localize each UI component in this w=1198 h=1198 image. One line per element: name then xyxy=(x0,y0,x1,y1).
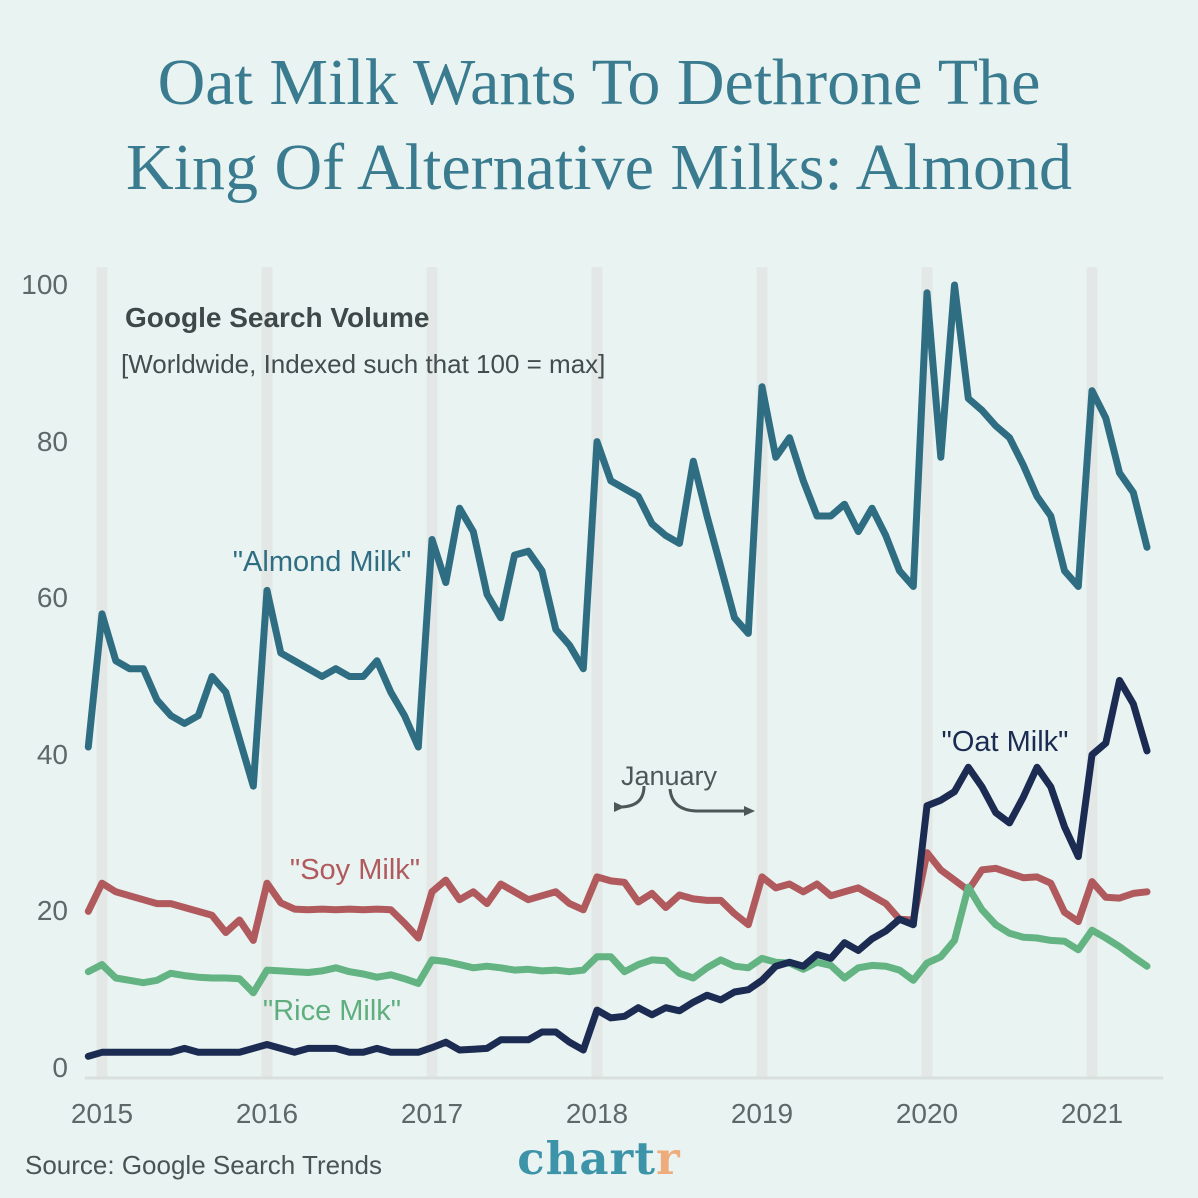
chartr-logo-chart: chart xyxy=(517,1132,657,1185)
x-tick-label-2019: 2019 xyxy=(730,1098,794,1129)
x-tick-label-2017: 2017 xyxy=(400,1098,464,1129)
y-tick-label-0: 0 xyxy=(52,1052,68,1083)
january-gridband-2016 xyxy=(261,267,273,1078)
y-tick-label-80: 80 xyxy=(36,425,68,457)
page-title-line1: Oat Milk Wants To Dethrone The xyxy=(157,46,1041,119)
january-arrow-left xyxy=(614,785,646,812)
y-tick-label-40: 40 xyxy=(36,738,68,770)
page-title: Oat Milk Wants To Dethrone The King Of A… xyxy=(0,40,1198,210)
oat-milk-series-label: "Oat Milk" xyxy=(941,726,1069,758)
chartr-logo: chartr xyxy=(0,1132,1198,1185)
y-tick-label-20: 20 xyxy=(36,895,68,927)
series-line-almond xyxy=(84,281,1151,790)
chartr-logo-r: r xyxy=(656,1132,681,1185)
source-credit: Source: Google Search Trends xyxy=(25,1150,382,1180)
x-tick-label-2016: 2016 xyxy=(235,1098,299,1129)
y-tick-label-60: 60 xyxy=(36,582,68,614)
january-arrow-right xyxy=(668,788,755,816)
january-gridband-2015 xyxy=(96,267,108,1078)
chart-title: Google Search Volume xyxy=(125,302,430,333)
rice-milk-series-label: "Rice Milk" xyxy=(262,995,402,1027)
january-gridband-2017 xyxy=(426,267,438,1078)
series-line-oat xyxy=(84,676,1151,1060)
soy-milk-series-label: "Soy Milk" xyxy=(289,854,421,886)
page-title-line2: King Of Alternative Milks: Almond xyxy=(126,131,1072,204)
almond-milk-series-label: "Almond Milk" xyxy=(232,546,412,578)
series-line-rice xyxy=(84,883,1151,997)
chart-subtitle: [Worldwide, Indexed such that 100 = max] xyxy=(121,349,606,379)
x-tick-label-2018: 2018 xyxy=(565,1098,629,1129)
x-tick-label-2021: 2021 xyxy=(1060,1098,1124,1129)
y-tick-label-100: 100 xyxy=(21,269,68,300)
january-annotation-label: January xyxy=(620,761,718,791)
series-line-soy xyxy=(84,849,1151,944)
x-tick-label-2020: 2020 xyxy=(895,1098,959,1129)
x-tick-label-2015: 2015 xyxy=(70,1098,134,1129)
